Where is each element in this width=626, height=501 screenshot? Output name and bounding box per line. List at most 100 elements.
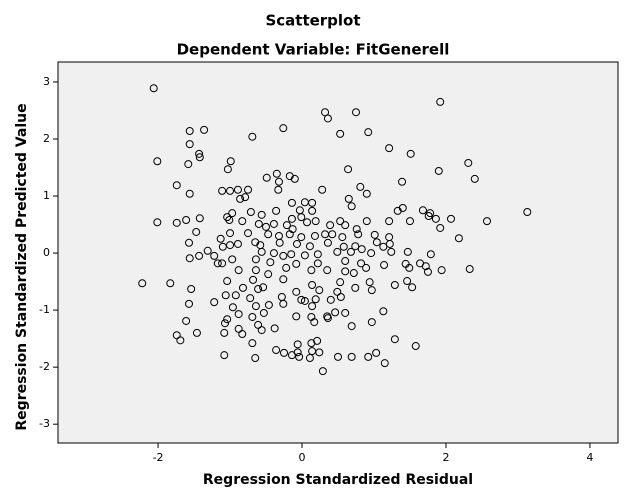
point bbox=[411, 342, 420, 351]
point bbox=[297, 233, 306, 242]
point bbox=[310, 231, 319, 240]
point bbox=[336, 217, 345, 226]
point bbox=[264, 300, 273, 309]
point bbox=[257, 247, 266, 256]
y-tick-label: 0 bbox=[43, 246, 50, 259]
point bbox=[356, 182, 365, 191]
point bbox=[390, 335, 399, 344]
point bbox=[251, 255, 260, 264]
point bbox=[323, 114, 332, 123]
point bbox=[220, 351, 229, 360]
point bbox=[364, 128, 373, 137]
point bbox=[228, 209, 237, 218]
point bbox=[266, 258, 275, 267]
point bbox=[380, 261, 389, 270]
point bbox=[323, 266, 332, 275]
point bbox=[372, 348, 381, 357]
y-tick-label: -3 bbox=[39, 417, 50, 430]
point bbox=[406, 149, 415, 158]
point bbox=[282, 221, 291, 230]
point bbox=[223, 277, 232, 286]
point bbox=[187, 285, 196, 294]
point bbox=[387, 247, 396, 256]
point bbox=[218, 242, 227, 251]
point bbox=[244, 185, 253, 194]
point bbox=[293, 340, 302, 349]
point bbox=[334, 352, 342, 361]
point bbox=[149, 84, 158, 93]
point bbox=[347, 322, 356, 331]
point bbox=[272, 346, 281, 355]
point bbox=[185, 299, 194, 308]
point bbox=[308, 281, 317, 290]
point bbox=[248, 132, 257, 141]
point bbox=[370, 230, 379, 239]
point bbox=[347, 202, 356, 211]
point bbox=[195, 153, 204, 162]
y-tick-label: -1 bbox=[39, 303, 50, 316]
x-tick-label: -2 bbox=[153, 451, 164, 464]
point bbox=[367, 249, 376, 258]
point bbox=[246, 208, 255, 217]
point bbox=[434, 166, 443, 175]
point bbox=[436, 97, 445, 106]
point bbox=[308, 198, 317, 207]
point bbox=[354, 230, 363, 239]
point bbox=[295, 352, 304, 361]
point bbox=[341, 308, 350, 317]
point bbox=[262, 173, 271, 182]
point bbox=[447, 214, 456, 223]
point bbox=[318, 367, 327, 376]
point bbox=[236, 194, 245, 203]
point bbox=[292, 312, 301, 321]
point bbox=[357, 245, 366, 254]
point bbox=[246, 294, 255, 303]
point bbox=[287, 250, 296, 259]
point bbox=[351, 242, 360, 251]
point bbox=[326, 221, 335, 230]
point bbox=[352, 225, 361, 234]
point bbox=[274, 177, 283, 186]
point bbox=[338, 233, 347, 242]
point bbox=[408, 283, 417, 292]
point bbox=[341, 267, 350, 276]
point bbox=[344, 165, 353, 174]
y-axis-label: Regression Standardized Predicted Value bbox=[14, 103, 30, 430]
point bbox=[223, 165, 232, 174]
point bbox=[300, 251, 309, 260]
point bbox=[275, 238, 284, 247]
point bbox=[308, 206, 317, 215]
point bbox=[233, 239, 242, 248]
point bbox=[251, 266, 260, 275]
point bbox=[351, 108, 360, 117]
point bbox=[297, 213, 306, 222]
point bbox=[310, 318, 319, 327]
point bbox=[228, 255, 237, 264]
point bbox=[287, 214, 296, 223]
point bbox=[341, 257, 350, 266]
point bbox=[349, 269, 358, 278]
point bbox=[465, 265, 474, 274]
point bbox=[185, 140, 194, 149]
point bbox=[248, 339, 257, 348]
point bbox=[385, 217, 394, 226]
chart-subtitle: Dependent Variable: FitGenerell bbox=[177, 41, 450, 59]
point bbox=[315, 286, 324, 295]
point bbox=[362, 217, 371, 226]
point bbox=[339, 242, 348, 251]
point bbox=[372, 238, 381, 247]
point bbox=[184, 160, 193, 169]
point bbox=[226, 186, 235, 195]
point bbox=[287, 198, 296, 207]
point bbox=[259, 308, 268, 317]
point bbox=[279, 299, 288, 308]
point bbox=[290, 174, 299, 183]
point bbox=[426, 209, 435, 218]
point bbox=[331, 308, 340, 317]
plot-area bbox=[57, 61, 619, 444]
point bbox=[379, 307, 388, 316]
point bbox=[270, 324, 279, 333]
point bbox=[305, 242, 314, 251]
point bbox=[357, 259, 366, 268]
point bbox=[226, 241, 235, 250]
